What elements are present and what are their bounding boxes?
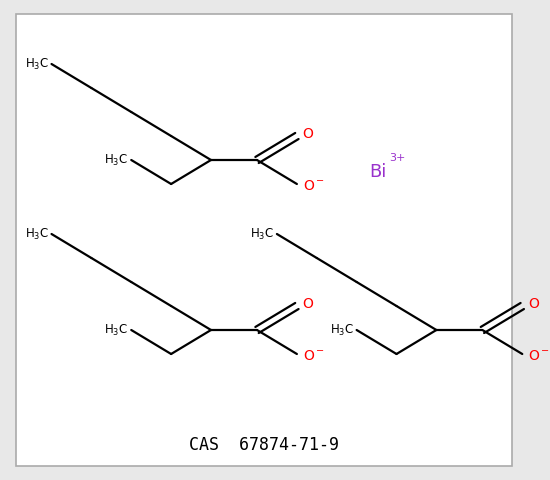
Text: Bi: Bi xyxy=(369,163,387,181)
Text: 3+: 3+ xyxy=(389,153,406,163)
Text: H$_3$C: H$_3$C xyxy=(104,153,128,168)
Text: O: O xyxy=(302,127,313,141)
Text: O: O xyxy=(302,297,313,311)
Text: O: O xyxy=(528,297,539,311)
Text: H$_3$C: H$_3$C xyxy=(329,323,354,337)
Text: O$^-$: O$^-$ xyxy=(302,349,324,363)
Text: CAS  67874-71-9: CAS 67874-71-9 xyxy=(189,436,339,454)
Text: H$_3$C: H$_3$C xyxy=(250,227,274,241)
Text: O$^-$: O$^-$ xyxy=(528,349,550,363)
Text: H$_3$C: H$_3$C xyxy=(25,57,48,72)
Text: H$_3$C: H$_3$C xyxy=(25,227,48,241)
FancyBboxPatch shape xyxy=(16,14,512,466)
Text: H$_3$C: H$_3$C xyxy=(104,323,128,337)
Text: O$^-$: O$^-$ xyxy=(302,179,324,193)
